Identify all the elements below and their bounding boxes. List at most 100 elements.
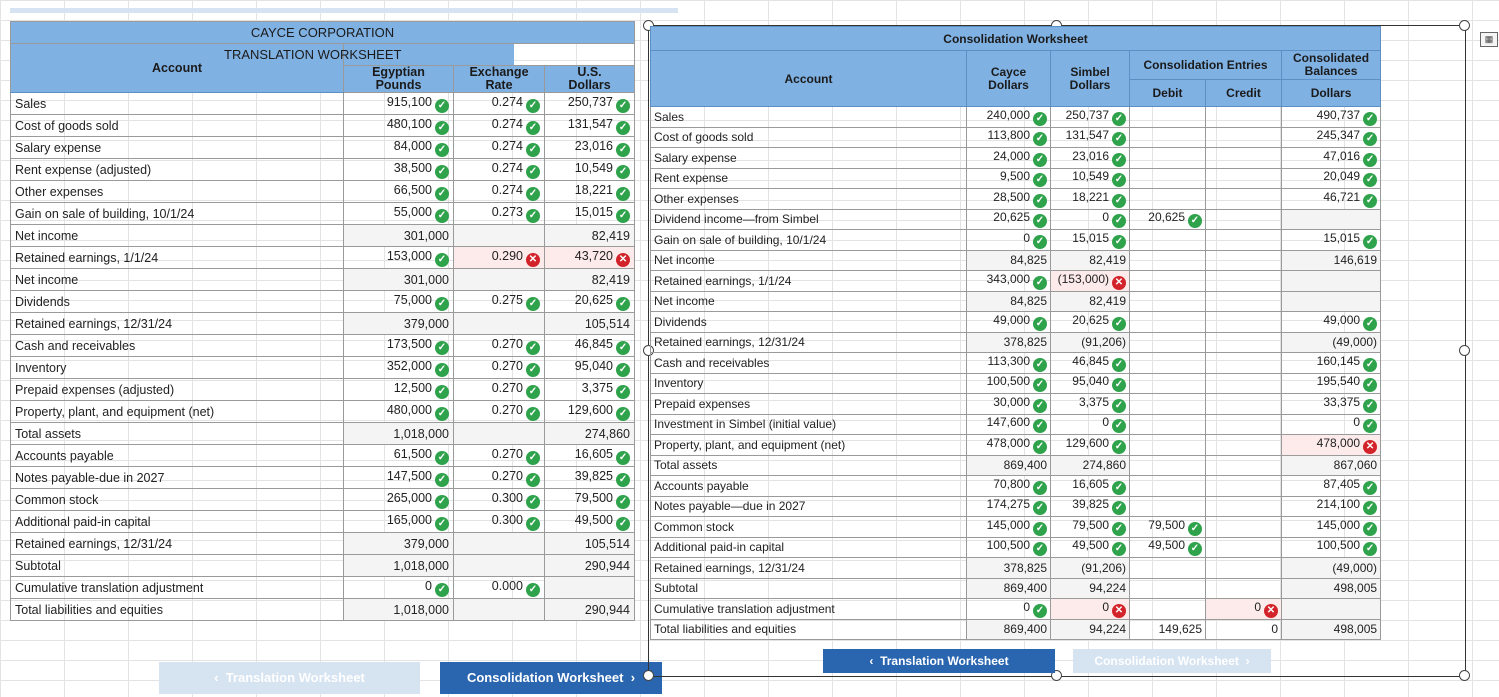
credit-cell[interactable] bbox=[1205, 106, 1282, 128]
debit-cell[interactable] bbox=[1129, 413, 1206, 435]
simbel-cell[interactable]: 250,737 ✓ bbox=[1050, 106, 1130, 128]
rate-cell[interactable]: 0.270 ✓ bbox=[453, 400, 545, 423]
cayce-cell[interactable]: 174,275 ✓ bbox=[966, 495, 1051, 517]
consolidated-cell[interactable]: 867,060 bbox=[1280, 454, 1382, 476]
consolidated-cell[interactable]: 490,737 ✓ bbox=[1280, 106, 1382, 128]
usd-cell[interactable]: 131,547 ✓ bbox=[543, 114, 636, 137]
consolidated-cell[interactable]: 87,405 ✓ bbox=[1280, 475, 1382, 497]
rate-cell[interactable]: 0.275 ✓ bbox=[453, 290, 545, 313]
simbel-cell[interactable]: 46,845 ✓ bbox=[1050, 352, 1130, 374]
egp-cell[interactable]: 379,000 bbox=[343, 532, 454, 555]
cw-consolidation-worksheet-button[interactable]: Consolidation Worksheet › bbox=[1073, 649, 1271, 673]
egp-cell[interactable]: 173,500 ✓ bbox=[343, 334, 454, 357]
debit-cell[interactable]: 49,500 ✓ bbox=[1129, 536, 1206, 558]
translation-worksheet-prev-button[interactable]: ‹ Translation Worksheet bbox=[159, 662, 420, 694]
simbel-cell[interactable]: 95,040 ✓ bbox=[1050, 372, 1130, 394]
debit-cell[interactable]: 79,500 ✓ bbox=[1129, 516, 1206, 538]
cayce-cell[interactable]: 113,800 ✓ bbox=[966, 126, 1051, 148]
credit-cell[interactable] bbox=[1205, 352, 1282, 374]
debit-cell[interactable] bbox=[1129, 434, 1206, 456]
egp-cell[interactable]: 301,000 bbox=[343, 268, 454, 291]
simbel-cell[interactable]: 16,605 ✓ bbox=[1050, 475, 1130, 497]
egp-cell[interactable]: 1,018,000 bbox=[343, 554, 454, 577]
cayce-cell[interactable]: 100,500 ✓ bbox=[966, 536, 1051, 558]
consolidated-cell[interactable]: 245,347 ✓ bbox=[1280, 126, 1382, 148]
layout-options-icon[interactable]: ▦ bbox=[1480, 32, 1498, 47]
credit-cell[interactable] bbox=[1205, 454, 1282, 476]
usd-cell[interactable]: 274,860 bbox=[543, 422, 636, 445]
rate-cell[interactable] bbox=[453, 268, 545, 291]
consolidated-cell[interactable]: 160,145 ✓ bbox=[1280, 352, 1382, 374]
rate-cell[interactable]: 0.300 ✓ bbox=[453, 488, 545, 511]
cayce-cell[interactable]: 240,000 ✓ bbox=[966, 106, 1051, 128]
credit-cell[interactable] bbox=[1205, 495, 1282, 517]
simbel-cell[interactable]: 0 ✓ bbox=[1050, 208, 1130, 230]
credit-cell[interactable] bbox=[1205, 577, 1282, 599]
usd-cell[interactable]: 82,419 bbox=[543, 268, 636, 291]
consolidated-cell[interactable] bbox=[1280, 270, 1382, 292]
credit-cell[interactable] bbox=[1205, 229, 1282, 251]
consolidated-cell[interactable]: 498,005 bbox=[1280, 618, 1382, 640]
simbel-cell[interactable]: 82,419 bbox=[1050, 249, 1130, 271]
usd-cell[interactable]: 15,015 ✓ bbox=[543, 202, 636, 225]
simbel-cell[interactable]: 0 ✕ bbox=[1050, 598, 1130, 620]
egp-cell[interactable]: 265,000 ✓ bbox=[343, 488, 454, 511]
egp-cell[interactable]: 84,000 ✓ bbox=[343, 136, 454, 159]
rate-cell[interactable]: 0.270 ✓ bbox=[453, 466, 545, 489]
simbel-cell[interactable]: (91,206) bbox=[1050, 557, 1130, 579]
credit-cell[interactable] bbox=[1205, 249, 1282, 271]
usd-cell[interactable]: 250,737 ✓ bbox=[543, 92, 636, 115]
usd-cell[interactable]: 95,040 ✓ bbox=[543, 356, 636, 379]
usd-cell[interactable]: 43,720 ✕ bbox=[543, 246, 636, 269]
consolidated-cell[interactable]: 46,721 ✓ bbox=[1280, 188, 1382, 210]
egp-cell[interactable]: 61,500 ✓ bbox=[343, 444, 454, 467]
simbel-cell[interactable]: 79,500 ✓ bbox=[1050, 516, 1130, 538]
resize-handle[interactable] bbox=[1051, 670, 1062, 681]
debit-cell[interactable] bbox=[1129, 352, 1206, 374]
consolidated-cell[interactable]: (49,000) bbox=[1280, 557, 1382, 579]
egp-cell[interactable]: 915,100 ✓ bbox=[343, 92, 454, 115]
usd-cell[interactable]: 20,625 ✓ bbox=[543, 290, 636, 313]
usd-cell[interactable]: 3,375 ✓ bbox=[543, 378, 636, 401]
resize-handle[interactable] bbox=[1459, 20, 1470, 31]
simbel-cell[interactable]: 3,375 ✓ bbox=[1050, 393, 1130, 415]
egp-cell[interactable]: 165,000 ✓ bbox=[343, 510, 454, 533]
consolidated-cell[interactable]: 498,005 bbox=[1280, 577, 1382, 599]
cayce-cell[interactable]: 378,825 bbox=[966, 331, 1051, 353]
cayce-cell[interactable]: 20,625 ✓ bbox=[966, 208, 1051, 230]
credit-cell[interactable] bbox=[1205, 126, 1282, 148]
usd-cell[interactable]: 105,514 bbox=[543, 312, 636, 335]
rate-cell[interactable]: 0.300 ✓ bbox=[453, 510, 545, 533]
simbel-cell[interactable]: 20,625 ✓ bbox=[1050, 311, 1130, 333]
cayce-cell[interactable]: 24,000 ✓ bbox=[966, 147, 1051, 169]
debit-cell[interactable] bbox=[1129, 290, 1206, 312]
cayce-cell[interactable]: 147,600 ✓ bbox=[966, 413, 1051, 435]
credit-cell[interactable]: 0 bbox=[1205, 618, 1282, 640]
rate-cell[interactable] bbox=[453, 554, 545, 577]
debit-cell[interactable]: 20,625 ✓ bbox=[1129, 208, 1206, 230]
usd-cell[interactable] bbox=[543, 576, 636, 599]
consolidated-cell[interactable]: 146,619 bbox=[1280, 249, 1382, 271]
rate-cell[interactable]: 0.274 ✓ bbox=[453, 92, 545, 115]
consolidation-worksheet-next-button[interactable]: Consolidation Worksheet › bbox=[440, 662, 662, 694]
credit-cell[interactable] bbox=[1205, 372, 1282, 394]
consolidated-cell[interactable] bbox=[1280, 208, 1382, 230]
cayce-cell[interactable]: 49,000 ✓ bbox=[966, 311, 1051, 333]
simbel-cell[interactable]: 18,221 ✓ bbox=[1050, 188, 1130, 210]
simbel-cell[interactable]: 129,600 ✓ bbox=[1050, 434, 1130, 456]
consolidated-cell[interactable]: 47,016 ✓ bbox=[1280, 147, 1382, 169]
debit-cell[interactable] bbox=[1129, 270, 1206, 292]
usd-cell[interactable]: 23,016 ✓ bbox=[543, 136, 636, 159]
usd-cell[interactable]: 105,514 bbox=[543, 532, 636, 555]
egp-cell[interactable]: 153,000 ✓ bbox=[343, 246, 454, 269]
cayce-cell[interactable]: 478,000 ✓ bbox=[966, 434, 1051, 456]
debit-cell[interactable]: 149,625 bbox=[1129, 618, 1206, 640]
usd-cell[interactable]: 18,221 ✓ bbox=[543, 180, 636, 203]
cayce-cell[interactable]: 0 ✓ bbox=[966, 229, 1051, 251]
usd-cell[interactable]: 129,600 ✓ bbox=[543, 400, 636, 423]
simbel-cell[interactable]: (91,206) bbox=[1050, 331, 1130, 353]
rate-cell[interactable]: 0.270 ✓ bbox=[453, 356, 545, 379]
debit-cell[interactable] bbox=[1129, 393, 1206, 415]
usd-cell[interactable]: 79,500 ✓ bbox=[543, 488, 636, 511]
debit-cell[interactable] bbox=[1129, 557, 1206, 579]
